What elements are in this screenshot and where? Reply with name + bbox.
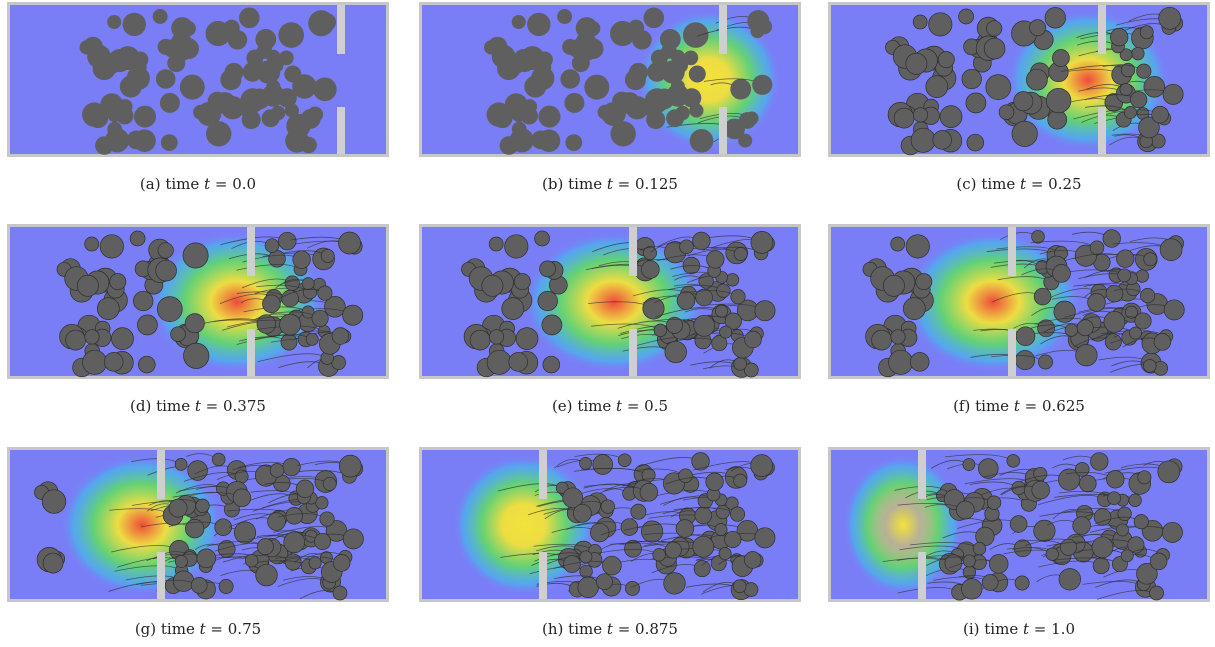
caption-b: (b) time t = 0.125 <box>419 175 801 193</box>
caption-math: t <box>204 175 211 193</box>
caption-word: time <box>160 620 195 638</box>
caption-math: t <box>1013 397 1020 415</box>
panel-g-image <box>7 447 389 602</box>
caption-i: (i) time t = 1.0 <box>828 620 1210 638</box>
caption-word: time <box>577 397 612 415</box>
caption-label: (i) <box>962 620 980 638</box>
simulation-frame-g <box>7 447 389 602</box>
simulation-frame-c <box>828 2 1210 157</box>
caption-word: time <box>975 397 1010 415</box>
simulation-frame-h <box>419 447 801 602</box>
caption-eq: = 0.5 <box>622 397 669 415</box>
panel-i-image <box>828 447 1210 602</box>
caption-eq: = 0.875 <box>612 620 678 638</box>
caption-d: (d) time t = 0.375 <box>7 397 389 415</box>
caption-math: t <box>1020 175 1027 193</box>
caption-a: (a) time t = 0.0 <box>7 175 389 193</box>
panel-h-image <box>419 447 801 602</box>
panel-b-image <box>419 2 801 157</box>
caption-math: t <box>1023 620 1030 638</box>
panel-f-image <box>828 224 1210 379</box>
simulation-frame-i <box>828 447 1210 602</box>
caption-eq: = 0.75 <box>205 620 262 638</box>
simulation-frame-a <box>7 2 389 157</box>
caption-label: (d) <box>130 397 152 415</box>
caption-word: time <box>568 175 603 193</box>
caption-eq: = 1.0 <box>1029 620 1075 638</box>
caption-word: time <box>156 397 191 415</box>
caption-eq: = 0.125 <box>612 175 678 193</box>
caption-label: (f) <box>953 397 971 415</box>
caption-word: time <box>568 620 603 638</box>
simulation-frame-d <box>7 224 389 379</box>
caption-math: t <box>606 620 613 638</box>
caption-eq: = 0.0 <box>210 175 257 193</box>
panel-d-image <box>7 224 389 379</box>
caption-e: (e) time t = 0.5 <box>419 397 801 415</box>
caption-math: t <box>199 620 206 638</box>
caption-math: t <box>194 397 201 415</box>
caption-c: (c) time t = 0.25 <box>828 175 1210 193</box>
simulation-frame-f <box>828 224 1210 379</box>
panel-a-image <box>7 2 389 157</box>
caption-h: (h) time t = 0.875 <box>419 620 801 638</box>
caption-f: (f) time t = 0.625 <box>828 397 1210 415</box>
caption-eq: = 0.625 <box>1019 397 1085 415</box>
caption-label: (c) <box>956 175 977 193</box>
caption-label: (h) <box>542 620 564 638</box>
caption-label: (g) <box>134 620 157 638</box>
caption-label: (a) <box>139 175 161 193</box>
caption-g: (g) time t = 0.75 <box>7 620 389 638</box>
panel-e-image <box>419 224 801 379</box>
caption-word: time <box>984 620 1019 638</box>
caption-label: (e) <box>551 397 573 415</box>
caption-word: time <box>981 175 1016 193</box>
simulation-frame-e <box>419 224 801 379</box>
caption-label: (b) <box>542 175 564 193</box>
caption-word: time <box>165 175 200 193</box>
panel-c-image <box>828 2 1210 157</box>
caption-eq: = 0.375 <box>200 397 266 415</box>
caption-math: t <box>606 175 613 193</box>
simulation-frame-b <box>419 2 801 157</box>
caption-eq: = 0.25 <box>1026 175 1082 193</box>
caption-math: t <box>616 397 623 415</box>
